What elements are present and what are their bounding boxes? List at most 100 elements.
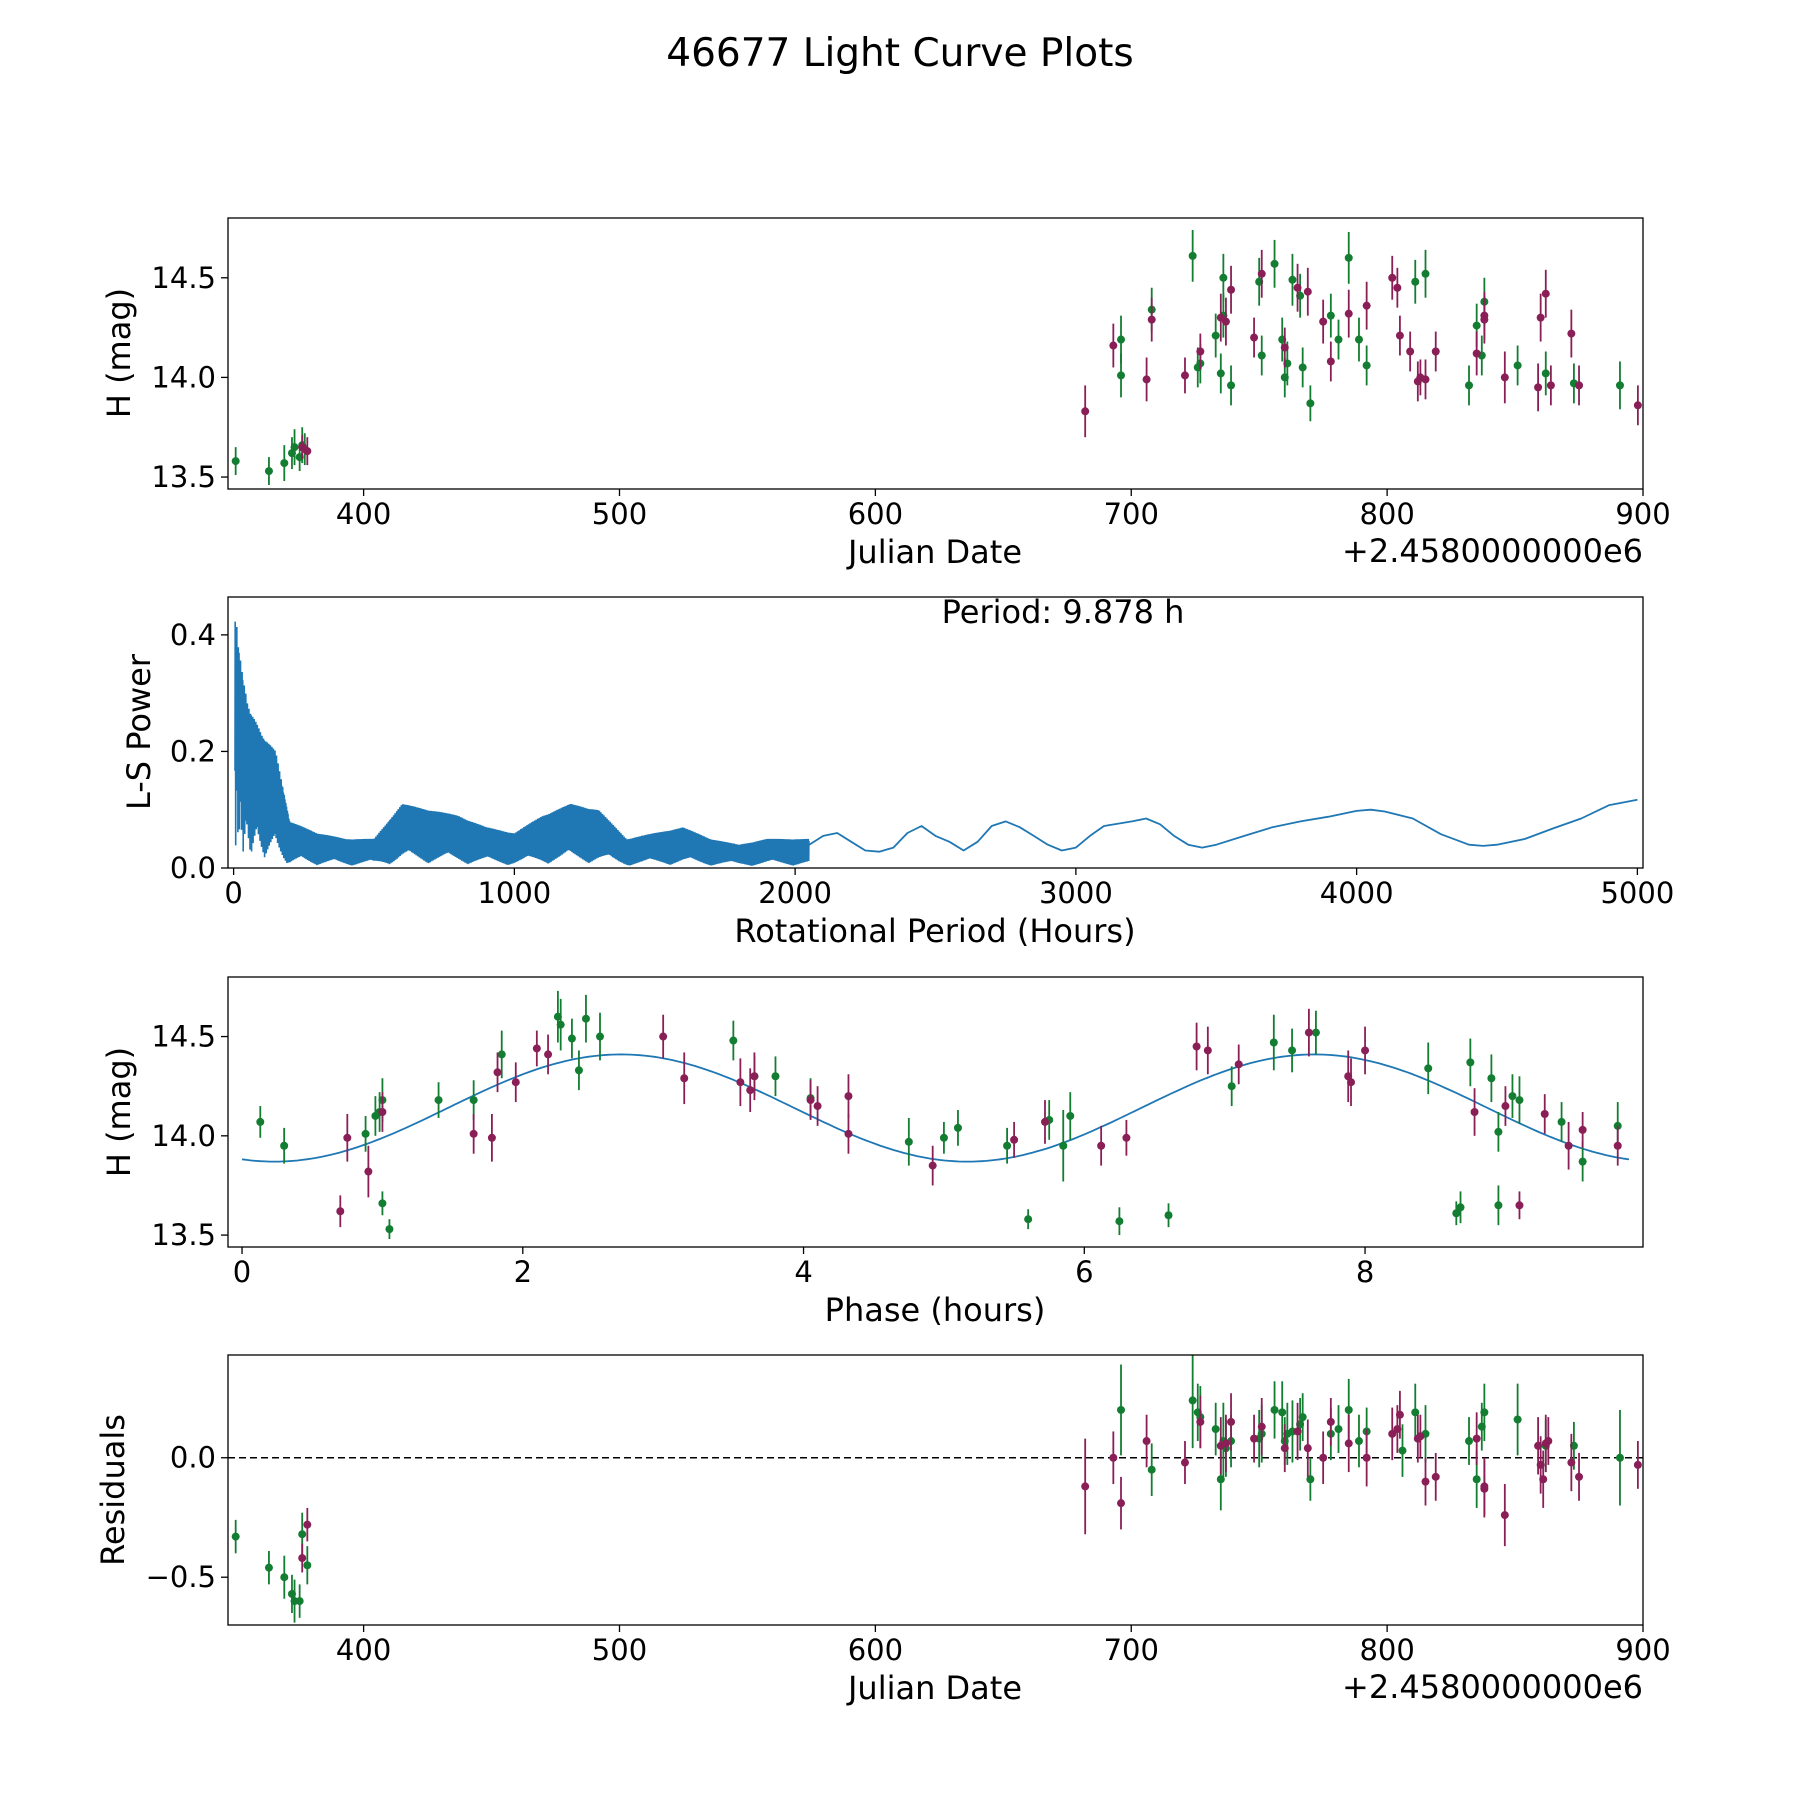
figure-title: 46677 Light Curve Plots (666, 31, 1133, 76)
lightcurve-point-magenta (1257, 269, 1266, 278)
phased-xtick-label: 8 (1356, 1255, 1374, 1289)
lightcurve-point-green (1326, 311, 1335, 320)
phased-point-magenta (1540, 1109, 1549, 1118)
lightcurve-point-magenta (1227, 285, 1236, 294)
phased-marks (241, 990, 1630, 1240)
lightcurve-point-magenta (1180, 371, 1189, 380)
residuals-ticks: 400 500 600 700 800 900 −0.5 0.0 (146, 1441, 1671, 1667)
residuals-point-magenta (1500, 1511, 1509, 1520)
phased-point-green (1515, 1096, 1524, 1105)
lightcurve-ylabel: H (mag) (100, 288, 138, 418)
lightcurve-xtick-label: 500 (592, 497, 647, 531)
lightcurve-point-green (1257, 351, 1266, 360)
phased-point-magenta (746, 1086, 755, 1095)
phased-point-green (1508, 1092, 1517, 1101)
phased-point-green (256, 1117, 265, 1126)
lightcurve-ytick-label: 14.0 (151, 360, 216, 394)
phased-point-magenta (750, 1072, 759, 1081)
lightcurve-point-magenta (1147, 315, 1156, 324)
periodogram-xtick-label: 1000 (477, 876, 551, 910)
residuals-point-magenta (1293, 1427, 1302, 1436)
residuals-xlabel: Julian Date (846, 1669, 1022, 1707)
residuals-point-green (1398, 1446, 1407, 1455)
lightcurve-point-green (264, 467, 273, 476)
residuals-axes-frame (227, 1354, 1644, 1626)
phased-point-green (1288, 1046, 1297, 1055)
lightcurve-point-magenta (1393, 283, 1402, 292)
lightcurve-xtick-label: 600 (848, 497, 903, 531)
periodogram-panel: 0 1000 2000 3000 4000 5000 0.0 0.2 0.4 Period: 9… (120, 593, 1674, 950)
phased-point-magenta (1040, 1117, 1049, 1126)
phased-point-green (1115, 1217, 1124, 1226)
residuals-point-magenta (1388, 1429, 1397, 1438)
phased-point-green (497, 1050, 506, 1059)
residuals-point-magenta (1480, 1482, 1489, 1491)
residuals-point-green (231, 1532, 240, 1541)
phased-point-magenta (736, 1078, 745, 1087)
periodogram-ticks: 0 1000 2000 3000 4000 5000 0.0 0.2 0.4 (170, 618, 1674, 910)
residuals-point-green (1513, 1415, 1522, 1424)
residuals-point-magenta (1472, 1434, 1481, 1443)
phased-point-green (1269, 1038, 1278, 1047)
residuals-point-green (295, 1597, 304, 1606)
lightcurve-point-magenta (1109, 341, 1118, 350)
lightcurve-point-magenta (1536, 313, 1545, 322)
phased-point-magenta (364, 1167, 373, 1176)
phased-point-green (1494, 1201, 1503, 1210)
phased-point-green (1066, 1111, 1075, 1120)
lightcurve-point-magenta (1221, 317, 1230, 326)
phased-point-green (1024, 1215, 1033, 1224)
lightcurve-point-magenta (1472, 349, 1481, 358)
periodogram-ytick-label: 0.4 (170, 618, 216, 652)
phased-point-magenta (532, 1044, 541, 1053)
lightcurve-point-magenta (1250, 333, 1259, 342)
phased-point-green (939, 1133, 948, 1142)
residuals-point-magenta (1575, 1472, 1584, 1481)
phased-point-green (567, 1034, 576, 1043)
lightcurve-ytick-label: 14.5 (151, 261, 216, 295)
phased-ytick-label: 14.5 (151, 1020, 216, 1054)
lightcurve-point-magenta (1196, 347, 1205, 356)
lightcurve-point-green (1421, 269, 1430, 278)
phased-axes-frame (227, 976, 1644, 1248)
phased-point-green (1452, 1209, 1461, 1218)
lightcurve-xtick-label: 700 (1104, 497, 1159, 531)
residuals-point-magenta (1221, 1439, 1230, 1448)
phased-point-magenta (469, 1129, 478, 1138)
residuals-point-magenta (1250, 1434, 1259, 1443)
residuals-xtick-label: 800 (1359, 1633, 1414, 1667)
phased-point-green (1164, 1211, 1173, 1220)
lightcurve-point-magenta (1388, 273, 1397, 282)
phased-point-magenta (844, 1129, 853, 1138)
phased-point-magenta (1010, 1135, 1019, 1144)
lightcurve-point-green (1227, 381, 1236, 390)
phased-point-green (385, 1225, 394, 1234)
lightcurve-point-magenta (1541, 289, 1550, 298)
phased-point-green (1487, 1074, 1496, 1083)
phased-point-magenta (511, 1078, 520, 1087)
residuals-point-green (264, 1563, 273, 1572)
lightcurve-point-green (1211, 331, 1220, 340)
lightcurve-panel: 400 500 600 700 800 900 13.5 14.0 14.5 Julian Da… (100, 217, 1671, 571)
phased-point-green (1059, 1141, 1068, 1150)
residuals-point-magenta (1280, 1444, 1289, 1453)
phased-panel: 0 2 4 6 8 13.5 14.0 14.5 Phase (hours) H (mag) (100, 976, 1644, 1329)
phased-point-magenta (1203, 1046, 1212, 1055)
residuals-point-magenta (1421, 1477, 1430, 1486)
lightcurve-point-magenta (1546, 381, 1555, 390)
phased-point-green (1578, 1157, 1587, 1166)
periodogram-xtick-label: 2000 (758, 876, 832, 910)
phased-point-magenta (1564, 1141, 1573, 1150)
phased-point-magenta (1470, 1108, 1479, 1116)
phased-point-green (469, 1096, 478, 1105)
residuals-point-green (1480, 1408, 1489, 1417)
residuals-point-magenta (1362, 1453, 1371, 1462)
residuals-point-green (1270, 1405, 1279, 1414)
residuals-point-magenta (1303, 1444, 1312, 1453)
lightcurve-point-green (1188, 251, 1197, 260)
phased-point-magenta (343, 1133, 352, 1142)
residuals-point-magenta (1395, 1410, 1404, 1419)
residuals-point-green (1354, 1437, 1363, 1446)
phased-point-green (1456, 1203, 1465, 1212)
residuals-point-green (298, 1530, 307, 1539)
